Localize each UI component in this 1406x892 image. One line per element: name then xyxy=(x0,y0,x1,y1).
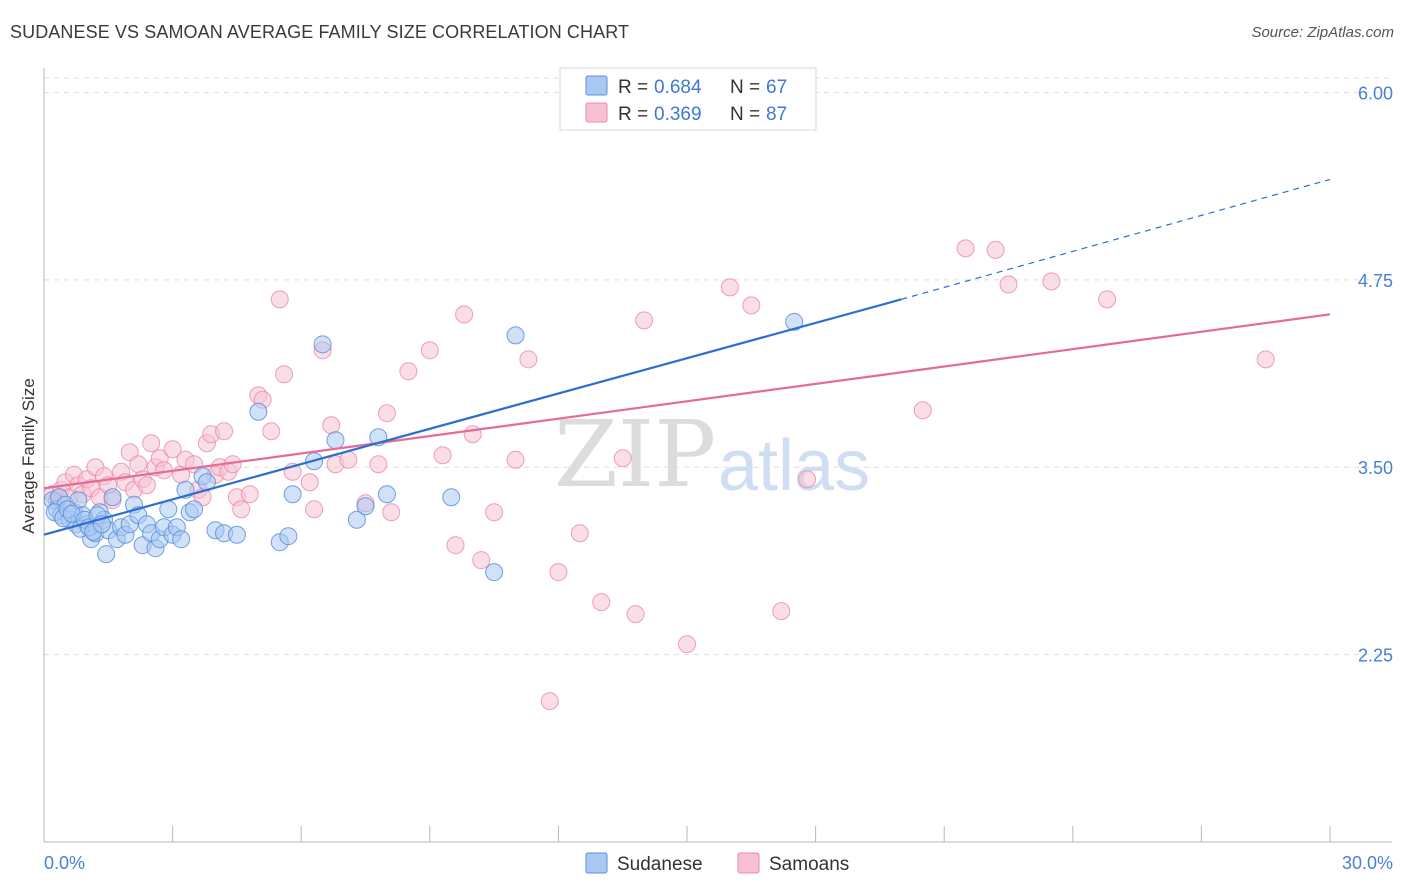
legend-n-value-samoan: 87 xyxy=(766,104,787,125)
watermark-zip: ZIP xyxy=(554,401,716,508)
legend-n-label-sudanese: N = xyxy=(730,77,760,98)
legend-swatch-sudanese xyxy=(585,75,608,96)
chart-source: Source: ZipAtlas.com xyxy=(1251,24,1394,41)
samoan-point xyxy=(300,473,319,492)
legend-r-label-sudanese: R = xyxy=(618,77,648,98)
samoan-point xyxy=(240,485,259,504)
samoan-point xyxy=(613,449,632,468)
legend-r-value-sudanese: 0.684 xyxy=(654,77,702,98)
bottom-legend-sudanese: Sudanese xyxy=(617,854,703,875)
samoan-point xyxy=(772,602,791,621)
samoan-point xyxy=(142,434,161,453)
samoan-point xyxy=(592,593,611,612)
legend-r-label-samoan: R = xyxy=(618,104,648,125)
bottom-legend-swatch-samoan xyxy=(737,852,760,874)
samoan-point xyxy=(455,305,474,324)
sudanese-point xyxy=(326,431,345,450)
axes-layer xyxy=(43,68,1392,843)
bottom-legend-swatch-sudanese xyxy=(585,852,608,874)
chart-title: SUDANESE VS SAMOAN AVERAGE FAMILY SIZE C… xyxy=(10,22,630,42)
legend-r-value-samoan: 0.369 xyxy=(654,104,702,125)
sudanese-point xyxy=(172,530,191,549)
samoan-point xyxy=(913,401,932,420)
samoan-point xyxy=(999,275,1018,294)
sudanese-point xyxy=(249,402,268,421)
watermark-atlas: atlas xyxy=(718,426,870,506)
sudanese-point xyxy=(227,525,246,544)
bottom-legend-samoans: Samoans xyxy=(769,854,849,875)
samoan-point xyxy=(549,563,568,582)
samoan-trendline xyxy=(43,313,1331,490)
sudanese-point xyxy=(506,326,525,345)
sudanese-point xyxy=(279,527,298,546)
y-tick-label: 2.25 xyxy=(1358,646,1393,666)
y-tick-label: 6.00 xyxy=(1358,83,1393,103)
samoan-point xyxy=(322,416,341,435)
sudanese-point xyxy=(185,500,204,519)
samoan-point xyxy=(399,362,418,381)
trend-layer xyxy=(43,178,1331,536)
samoan-point xyxy=(720,278,739,297)
samoan-point xyxy=(570,524,589,543)
samoan-point xyxy=(137,476,156,495)
legend-n-value-sudanese: 67 xyxy=(766,77,787,98)
samoan-point xyxy=(215,422,234,441)
samoan-point xyxy=(986,240,1005,259)
samoan-point xyxy=(506,450,525,469)
samoan-point xyxy=(956,239,975,258)
samoan-point xyxy=(369,455,388,474)
samoan-point xyxy=(463,425,482,444)
sudanese-point xyxy=(97,545,116,564)
samoan-point xyxy=(377,404,396,423)
samoan-point xyxy=(232,500,251,519)
legend-n-label-samoan: N = xyxy=(730,104,760,125)
samoan-point xyxy=(1098,290,1117,309)
samoan-point xyxy=(129,455,148,474)
y-tick-label: 3.50 xyxy=(1358,458,1393,478)
grid-layer xyxy=(44,77,1392,656)
samoan-point xyxy=(635,311,654,330)
samoan-point xyxy=(540,692,559,711)
correlation-legend: R = 0.684 N = 67 R = 0.369 N = 87 xyxy=(559,67,817,131)
legend-swatch-samoan xyxy=(585,102,608,123)
sudanese-point xyxy=(313,335,332,354)
samoan-point xyxy=(678,635,696,654)
sudanese-point xyxy=(347,510,366,529)
samoan-point xyxy=(305,500,324,519)
samoan-point xyxy=(798,470,817,489)
samoan-point xyxy=(1042,272,1061,291)
samoan-point xyxy=(275,365,294,384)
samoan-point xyxy=(485,503,504,522)
tick-labels: 2.25 3.50 4.75 6.00 0.0% 30.0% xyxy=(44,83,1393,873)
sudanese-point xyxy=(785,312,804,331)
samoan-point xyxy=(446,536,465,555)
samoan-point xyxy=(270,290,289,309)
samoan-point xyxy=(472,551,491,570)
sudanese-trendline-extension xyxy=(901,178,1331,300)
sudanese-point xyxy=(442,488,461,507)
samoan-point xyxy=(382,503,401,522)
sudanese-point xyxy=(283,485,302,504)
sudanese-point xyxy=(103,488,122,507)
y-axis-title: Average Family Size xyxy=(19,378,38,534)
samoan-point xyxy=(742,296,761,315)
samoan-point xyxy=(262,422,281,441)
samoan-point xyxy=(163,440,182,459)
sudanese-trendline xyxy=(43,298,902,536)
series-legend: Sudanese Samoans xyxy=(585,852,849,875)
sudanese-point xyxy=(356,497,375,516)
y-tick-label: 4.75 xyxy=(1358,271,1393,291)
x-tick-label-max: 30.0% xyxy=(1342,853,1393,873)
sudanese-point xyxy=(377,485,396,504)
samoan-point xyxy=(433,446,452,465)
samoan-point xyxy=(519,350,538,369)
samoan-point xyxy=(1256,350,1275,369)
sudanese-point xyxy=(485,563,504,582)
samoan-point xyxy=(626,605,645,624)
samoan-point xyxy=(420,341,439,360)
x-tick-label-min: 0.0% xyxy=(44,853,85,873)
sudanese-points xyxy=(43,312,804,582)
